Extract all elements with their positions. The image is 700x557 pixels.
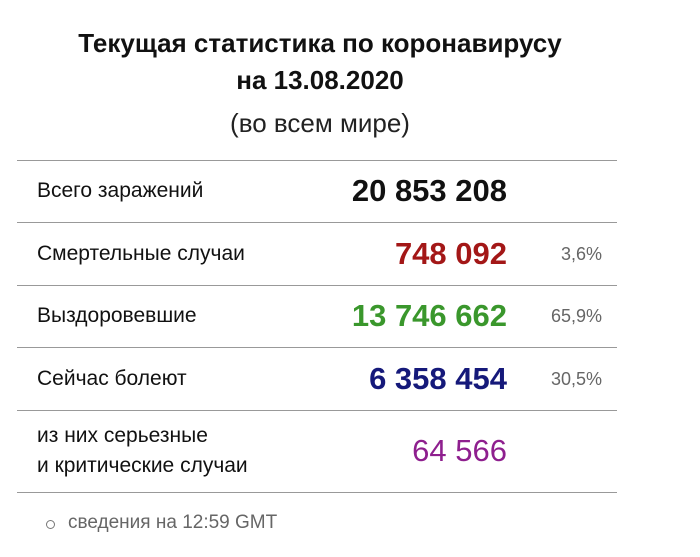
row-divider — [17, 222, 617, 223]
row-value: 64 566 — [412, 433, 507, 468]
row-label: Всего заражений — [37, 179, 204, 202]
row-value: 13 746 662 — [351, 298, 507, 333]
row-value: 6 358 454 — [369, 360, 507, 396]
title-line: Текущая статистика по коронавирусу — [78, 28, 562, 58]
footer-note: сведения на 12:59 GMT — [68, 512, 278, 533]
row-value: 20 853 208 — [351, 173, 507, 208]
row-divider — [17, 160, 617, 161]
row-label: Выздоровевшие — [37, 304, 197, 327]
row-divider — [17, 410, 617, 411]
row-divider — [17, 285, 617, 286]
row-label: Смертельные случаи — [37, 241, 245, 265]
row-percent: 3,6% — [560, 243, 602, 264]
bullet — [46, 520, 55, 529]
row-value: 748 092 — [394, 235, 507, 271]
row-label: Сейчас болеют — [37, 366, 187, 390]
row-divider — [17, 492, 617, 493]
row-percent: 30,5% — [550, 368, 602, 389]
row-label: и критические случаи — [37, 454, 248, 477]
subtitle: (во всем мире) — [230, 108, 410, 138]
title-line: на 13.08.2020 — [236, 65, 404, 95]
row-label: из них серьезные — [37, 424, 208, 447]
row-divider — [17, 347, 617, 348]
row-percent: 65,9% — [550, 306, 602, 326]
